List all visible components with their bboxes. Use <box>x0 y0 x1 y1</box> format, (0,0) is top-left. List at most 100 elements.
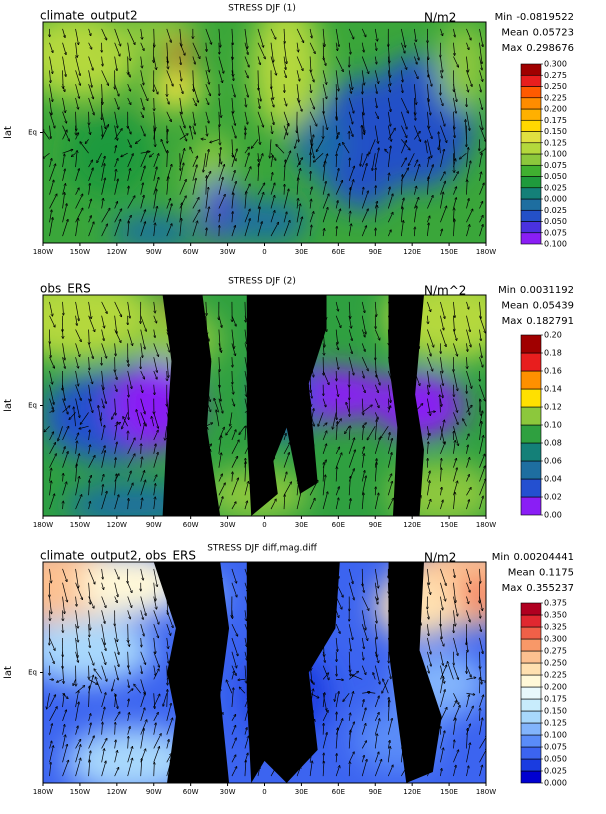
x-tick-label: 60W <box>183 521 199 529</box>
wind-arrow <box>128 186 129 195</box>
colorbar-box <box>520 334 542 354</box>
wind-arrow <box>374 97 377 108</box>
colorbar-label: 0.050 <box>544 755 567 764</box>
colorbar-box <box>520 722 542 736</box>
wind-arrow <box>322 181 326 195</box>
wind-arrow <box>101 315 105 328</box>
colorbar-box <box>520 424 542 444</box>
stat-value: 0.182791 <box>526 316 574 327</box>
wind-arrow <box>63 301 64 315</box>
wind-arrow <box>127 97 131 105</box>
stat: Mean 0.1175 <box>508 568 574 579</box>
field-blob <box>220 198 309 243</box>
wind-arrow <box>361 154 368 168</box>
wind-arrow <box>296 84 299 102</box>
wind-arrow <box>101 156 105 168</box>
field-blob <box>437 22 486 111</box>
wind-arrow <box>413 186 416 195</box>
wind-arrow <box>361 493 363 510</box>
wind-arrow <box>214 398 220 413</box>
wind-arrow <box>218 435 221 454</box>
wind-arrow <box>218 315 222 328</box>
wind-arrow <box>75 495 82 510</box>
wind-arrow <box>348 125 353 137</box>
wind-arrow <box>101 343 107 358</box>
wind-arrow <box>88 183 90 195</box>
wind-arrow <box>50 70 51 82</box>
wind-arrow <box>206 301 207 316</box>
colorbar-label: 0.100 <box>544 731 567 740</box>
wind-arrow <box>387 384 390 403</box>
stat-label: Mean <box>508 568 535 579</box>
wind-arrow <box>361 301 365 313</box>
wind-arrow <box>232 357 233 367</box>
wind-arrow <box>453 219 454 237</box>
wind-arrow <box>127 483 133 496</box>
wind-arrow <box>88 398 93 413</box>
colorbar-label: 0.14 <box>544 385 562 394</box>
wind-arrow <box>127 84 131 91</box>
wind-arrow <box>231 384 234 395</box>
wind-arrow <box>140 28 143 39</box>
wind-arrow <box>257 111 264 127</box>
wind-arrow <box>348 357 354 375</box>
wind-arrow <box>154 329 155 338</box>
wind-arrow <box>309 135 314 154</box>
wind-arrow <box>387 498 393 510</box>
wind-arrow <box>140 498 143 510</box>
wind-arrow <box>361 470 365 482</box>
wind-arrow <box>192 178 196 195</box>
wind-arrow <box>427 301 430 312</box>
wind-arrow <box>62 219 68 237</box>
wind-arrow <box>414 131 420 140</box>
wind-arrow <box>166 111 172 122</box>
wind-arrow <box>244 167 251 181</box>
wind-arrow <box>140 97 144 110</box>
wind-arrow <box>219 357 220 372</box>
colorbar-box <box>520 352 542 372</box>
wind-arrow <box>244 218 250 237</box>
colorbar-box <box>520 74 542 87</box>
wind-arrow <box>75 301 79 321</box>
wind-arrow <box>400 42 405 53</box>
wind-arrow <box>140 315 147 332</box>
wind-arrow <box>114 474 119 482</box>
wind-arrow <box>309 28 312 38</box>
wind-arrow <box>309 384 312 399</box>
wind-arrow <box>414 125 420 142</box>
wind-arrow <box>335 28 339 47</box>
wind-arrow <box>348 450 355 468</box>
wind-arrow <box>114 201 118 209</box>
wind-arrow <box>387 452 392 468</box>
wind-arrow <box>322 398 326 407</box>
wind-arrow <box>453 125 454 138</box>
wind-arrow <box>348 42 350 55</box>
wind-arrow <box>75 357 79 368</box>
wind-arrow <box>179 70 182 81</box>
wind-arrow <box>309 211 314 223</box>
wind-arrow <box>413 206 416 223</box>
wind-arrow <box>75 464 77 482</box>
wind-arrow <box>427 329 433 348</box>
stat-value: 0.05723 <box>533 28 574 39</box>
wind-arrow <box>245 128 246 140</box>
stat-value: 0.00204441 <box>514 552 574 563</box>
wind-arrow <box>361 370 364 378</box>
wind-arrow <box>335 143 340 154</box>
wind-arrow <box>206 42 207 52</box>
wind-arrow <box>101 484 104 496</box>
wind-arrow <box>466 84 468 92</box>
wind-arrow <box>427 343 431 356</box>
wind-arrow <box>210 139 220 142</box>
wind-arrow <box>205 111 209 123</box>
wind-arrow <box>335 329 338 345</box>
wind-arrow <box>114 158 118 168</box>
colorbar-box <box>520 770 542 784</box>
wind-arrow <box>414 70 418 78</box>
wind-arrow <box>128 498 129 510</box>
wind-arrow <box>440 111 444 127</box>
wind-arrow <box>75 315 77 326</box>
stat-label: Max <box>502 583 523 594</box>
wind-arrow <box>440 229 442 237</box>
wind-arrow <box>400 56 406 70</box>
